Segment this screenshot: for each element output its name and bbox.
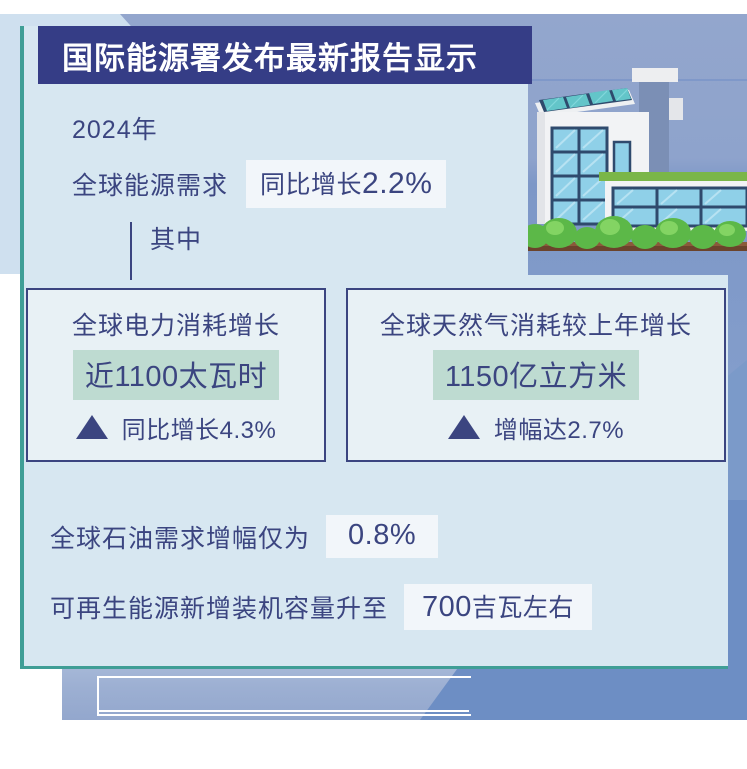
up-triangle-icon <box>447 415 480 439</box>
subcard-electricity-delta: 同比增长4.3% <box>75 410 277 445</box>
subcard-natural-gas-value: 1150亿立方米 <box>444 360 628 393</box>
subcard-natural-gas-highlight: 1150亿立方米 <box>432 349 640 400</box>
up-triangle-icon <box>75 415 108 439</box>
subcard-electricity-value: 近1100太瓦时 <box>84 360 268 393</box>
oil-demand-value: 0.8% <box>348 519 417 551</box>
oil-demand-label: 全球石油需求增幅仅为 <box>50 524 311 553</box>
subcard-natural-gas-delta: 增幅达2.7% <box>447 410 625 445</box>
branch-connector-line <box>130 222 132 280</box>
stat-subcards: 全球电力消耗增长 近1100太瓦时 同比增长4.3% 全球天然气消耗较上年增长 … <box>26 288 726 462</box>
year-label: 2024年 <box>72 116 158 144</box>
card-bottom-accent <box>20 666 728 669</box>
renewable-capacity-label: 可再生能源新增装机容量升至 <box>50 595 389 623</box>
top-text-block: 2024年 全球能源需求 同比增长2.2% 其中 <box>40 96 510 280</box>
row-renewable-capacity: 可再生能源新增装机容量升至 700吉瓦左右 <box>50 584 726 630</box>
bottom-stat-rows: 全球石油需求增幅仅为 0.8% 可再生能源新增装机容量升至 700吉瓦左右 <box>50 515 726 656</box>
among-label: 其中 <box>150 226 203 254</box>
solar-house-illustration <box>519 68 747 251</box>
row-oil-demand: 全球石油需求增幅仅为 0.8% <box>50 515 726 558</box>
energy-demand-highlight: 同比增长2.2% <box>246 160 447 208</box>
energy-demand-label: 全球能源需求 <box>72 172 229 200</box>
global-energy-demand-row: 全球能源需求 同比增长2.2% <box>72 160 510 208</box>
subcard-electricity-highlight: 近1100太瓦时 <box>72 349 280 400</box>
renewable-capacity-unit: 吉瓦左右 <box>471 594 574 622</box>
subcard-natural-gas-delta-text: 增幅达2.7% <box>493 416 625 444</box>
energy-demand-value: 2.2% <box>362 167 433 200</box>
renewable-capacity-value: 700 <box>422 591 472 623</box>
band-outline-rect <box>97 676 471 716</box>
subcard-electricity: 全球电力消耗增长 近1100太瓦时 同比增长4.3% <box>26 288 326 462</box>
top-white-margin <box>0 0 747 14</box>
renewable-capacity-highlight: 700吉瓦左右 <box>404 584 592 630</box>
band-outline-baseline <box>97 710 469 712</box>
subcard-natural-gas-title: 全球天然气消耗较上年增长 <box>379 311 692 340</box>
subcard-natural-gas: 全球天然气消耗较上年增长 1150亿立方米 增幅达2.7% <box>346 288 726 462</box>
header-bar: 国际能源署发布最新报告显示 <box>38 26 532 84</box>
oil-demand-highlight: 0.8% <box>326 515 439 558</box>
page-title: 国际能源署发布最新报告显示 <box>62 40 478 77</box>
among-branch: 其中 <box>130 220 510 280</box>
subcard-electricity-delta-text: 同比增长4.3% <box>121 416 277 444</box>
energy-demand-prefix: 同比增长 <box>260 171 363 199</box>
subcard-electricity-title: 全球电力消耗增长 <box>71 311 280 340</box>
